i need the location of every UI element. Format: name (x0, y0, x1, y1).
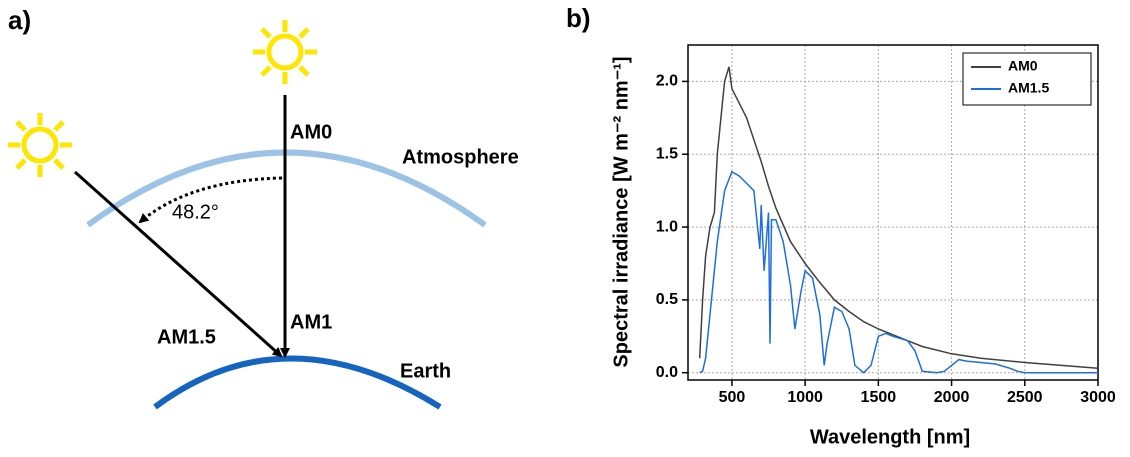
y-tick-label: 2.0 (656, 73, 678, 90)
y-tick-label: 1.0 (656, 218, 678, 235)
diagram: a) AM0 Atmosphere 48.2° AM1.5 AM1 Earth (8, 5, 519, 410)
legend-label: AM1.5 (1008, 80, 1049, 96)
x-tick-label: 500 (719, 389, 746, 406)
x-tick-label: 2500 (1007, 389, 1043, 406)
earth-arc (153, 355, 442, 410)
legend-label: AM0 (1008, 58, 1038, 74)
x-axis-label: Wavelength [nm] (810, 426, 970, 448)
y-tick-label: 1.5 (656, 145, 678, 162)
plot-frame (687, 44, 1099, 381)
x-tick-label: 1500 (861, 389, 897, 406)
x-tick-label: 3000 (1080, 389, 1116, 406)
label: Atmosphere (402, 146, 519, 168)
series-line (699, 170, 1098, 374)
panel-label: a) (8, 5, 31, 35)
y-tick-label: 0.0 (656, 364, 678, 381)
x-tick-label: 2000 (934, 389, 970, 406)
y-tick-label: 0.5 (656, 291, 678, 308)
panel-label: b) (566, 3, 591, 33)
label: AM1 (290, 311, 332, 333)
am15-ray (74, 170, 283, 358)
label: 48.2° (172, 201, 219, 223)
legend-box (962, 52, 1092, 106)
angle-arc (138, 176, 283, 224)
sun-top (253, 20, 317, 84)
chart: b) Wavelength [nm] Spectral irradiance [… (566, 3, 1116, 448)
sun-left (8, 113, 72, 177)
label: AM0 (290, 121, 332, 143)
y-axis-label: Spectral irradiance [W m⁻² nm⁻¹] (610, 56, 632, 367)
series-line (698, 66, 1099, 370)
label: Earth (400, 360, 451, 382)
x-tick-label: 1000 (787, 389, 823, 406)
label: AM1.5 (157, 326, 216, 348)
